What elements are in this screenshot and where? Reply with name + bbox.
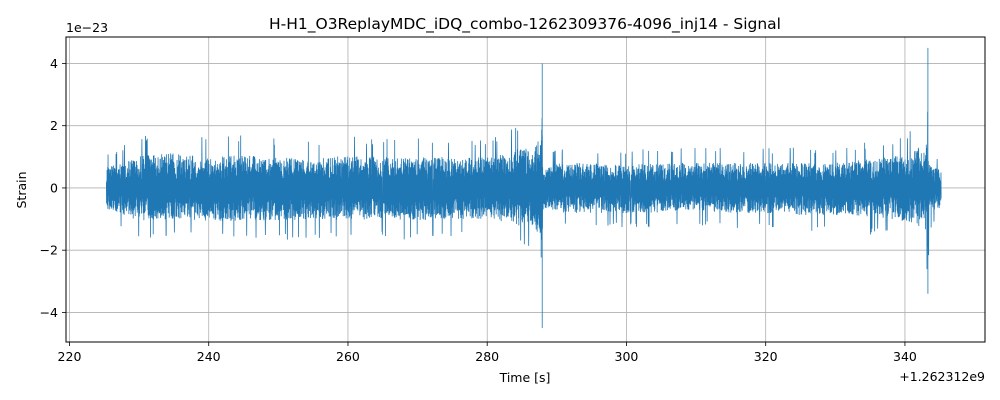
signal-series [105,47,942,328]
plot-frame [65,36,986,343]
x-offset-label: +1.262312e9 [899,369,985,384]
x-tick-label: 320 [754,349,778,364]
y-axis: −4 −2 0 2 4 [40,56,66,320]
signal-line [105,47,942,328]
y-axis-label: Strain [14,171,29,208]
x-tick-label: 340 [893,349,917,364]
y-tick-label: 0 [50,180,58,195]
y-tick-label: −4 [40,305,58,320]
x-tick-label: 260 [336,349,360,364]
y-tick-label: −2 [40,243,58,258]
y-scale-label: 1e−23 [66,20,108,35]
y-tick-label: 2 [50,118,58,133]
x-tick-label: 300 [615,349,639,364]
x-tick-label: 220 [58,349,82,364]
x-tick-label: 280 [475,349,499,364]
x-axis: 220 240 260 280 300 320 340 [58,342,917,364]
chart-title: H-H1_O3ReplayMDC_iDQ_combo-1262309376-40… [269,15,781,34]
x-tick-label: 240 [197,349,221,364]
y-tick-label: 4 [50,56,58,71]
x-axis-label: Time [s] [499,370,551,385]
